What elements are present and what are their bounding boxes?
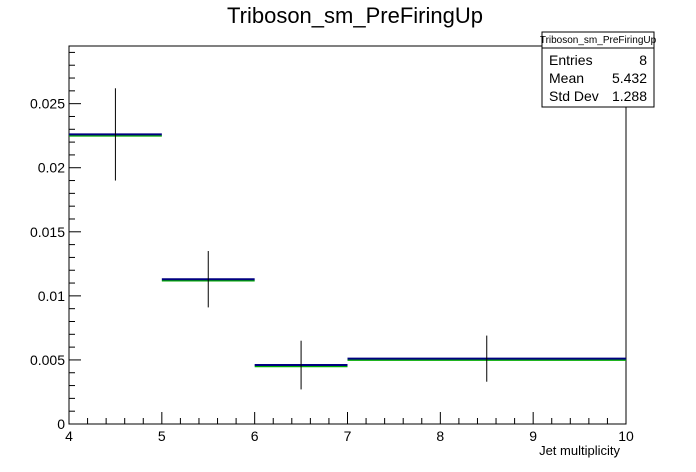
- stats-box-border: [541, 31, 655, 108]
- stats-stddev-value: 1.288: [612, 88, 647, 104]
- y-tick-label: 0.01: [38, 288, 65, 304]
- stats-box-title: Triboson_sm_PreFiringUp: [540, 35, 657, 46]
- x-tick-label: 5: [158, 428, 166, 444]
- chart-title: Triboson_sm_PreFiringUp: [227, 3, 483, 28]
- y-tick-label: 0.025: [30, 96, 65, 112]
- stats-box: Triboson_sm_PreFiringUp Entries 8 Mean 5…: [540, 31, 657, 108]
- stats-mean-label: Mean: [549, 70, 584, 86]
- x-tick-label: 7: [344, 428, 352, 444]
- stats-stddev-label: Std Dev: [549, 88, 599, 104]
- stats-entries-label: Entries: [549, 52, 593, 68]
- x-tick-label: 8: [436, 428, 444, 444]
- stats-mean-value: 5.432: [612, 70, 647, 86]
- x-tick-label: 9: [529, 428, 537, 444]
- x-axis-label: Jet multiplicity: [539, 443, 620, 458]
- y-tick-label: 0.015: [30, 224, 65, 240]
- y-tick-label: 0.02: [38, 160, 65, 176]
- x-tick-label: 10: [618, 428, 634, 444]
- y-tick-label: 0: [57, 416, 65, 432]
- x-tick-label: 6: [251, 428, 259, 444]
- y-tick-label: 0.005: [30, 352, 65, 368]
- x-tick-label: 4: [65, 428, 73, 444]
- stats-entries-value: 8: [639, 52, 647, 68]
